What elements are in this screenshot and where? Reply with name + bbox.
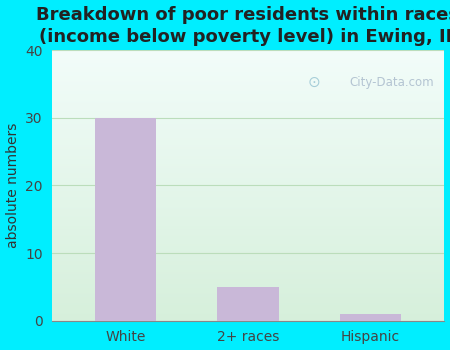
Bar bbox=[340, 314, 401, 321]
Bar bbox=[217, 287, 279, 321]
Y-axis label: absolute numbers: absolute numbers bbox=[5, 123, 19, 248]
Text: City-Data.com: City-Data.com bbox=[350, 76, 434, 89]
Bar bbox=[95, 118, 156, 321]
Title: Breakdown of poor residents within races
(income below poverty level) in Ewing, : Breakdown of poor residents within races… bbox=[36, 6, 450, 46]
Text: ⊙: ⊙ bbox=[308, 75, 321, 90]
